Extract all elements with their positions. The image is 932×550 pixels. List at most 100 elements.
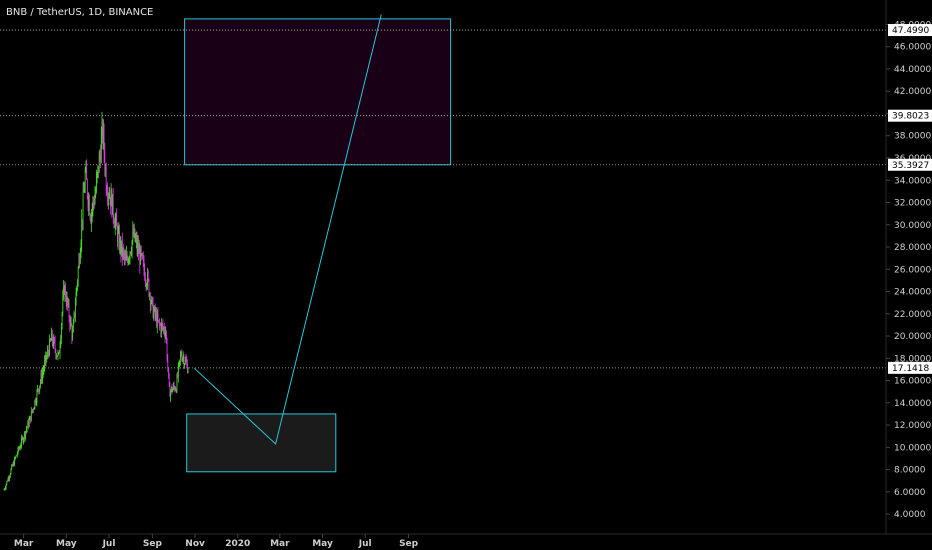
candle-body (119, 231, 120, 251)
candle-body (182, 357, 183, 360)
candle-body (33, 409, 34, 411)
candle-body (173, 385, 174, 390)
candle-body (7, 481, 8, 482)
candle-body (84, 189, 85, 193)
candle-body (3, 489, 5, 491)
candle-body (46, 355, 48, 361)
projection-layer (194, 14, 382, 445)
candle-body (8, 477, 10, 479)
candle-body (78, 257, 80, 268)
candle-body (144, 269, 146, 280)
candle-body (40, 372, 42, 382)
candle-body (102, 122, 104, 139)
candle-body (20, 445, 22, 448)
candle-body (184, 359, 186, 364)
candle-body (44, 355, 46, 361)
candle-body (32, 409, 34, 412)
price-tag-label: 39.8023 (892, 112, 929, 122)
candle-body (14, 457, 15, 466)
candle-body (77, 267, 79, 282)
candle-body (9, 476, 10, 479)
candle-body (90, 217, 92, 223)
candle-body (131, 240, 133, 253)
candle-body (107, 195, 109, 199)
candle-body (25, 431, 27, 437)
candle-body (114, 223, 115, 228)
candle-body (138, 243, 139, 254)
candle-body (34, 399, 36, 408)
candle-body (169, 386, 171, 397)
candle-body (28, 419, 30, 427)
price-tick-label: 42.0000 (894, 87, 931, 97)
candle-body (115, 215, 117, 221)
candle-body (17, 447, 19, 454)
price-tick-label: 10.0000 (894, 443, 931, 453)
candle-body (12, 462, 14, 467)
candle-body (44, 360, 45, 369)
price-tag-label: 17.1418 (892, 364, 929, 374)
candle-body (163, 327, 165, 333)
time-tick-label: Sep (143, 539, 163, 549)
candle-body (66, 297, 68, 305)
candle-body (111, 190, 113, 215)
candle-body (147, 272, 149, 280)
candle-body (72, 332, 73, 338)
candle-body (122, 249, 124, 257)
candle-body (36, 390, 38, 402)
candle-body (173, 385, 175, 388)
candle-body (167, 359, 169, 368)
price-tick-label: 20.0000 (894, 332, 931, 342)
candle-body (184, 363, 185, 366)
time-axis[interactable]: Mar May Jul Sep Nov 2020 Mar May Jul Sep (14, 534, 419, 549)
candle-body (56, 355, 57, 357)
candle-body (59, 345, 61, 354)
candle-body (117, 231, 119, 243)
candle-body (48, 352, 50, 356)
candle-body (91, 208, 93, 213)
candle-body (21, 437, 22, 446)
candle-body (175, 389, 177, 392)
candle-body (136, 238, 138, 251)
candle-body (105, 167, 106, 170)
time-tick-label: Mar (270, 539, 290, 549)
candle-body (37, 388, 39, 391)
candle-body (114, 220, 116, 228)
candle-body (99, 154, 101, 156)
candle-body (110, 190, 112, 207)
candle-body (161, 323, 162, 333)
price-tags: 47.4990 39.8023 35.3927 17.1418 (888, 24, 932, 374)
candle-body (47, 350, 49, 353)
candle-body (61, 324, 62, 339)
price-tag-box (888, 109, 932, 122)
price-tag-box (888, 158, 932, 171)
candle-body (125, 256, 127, 260)
candle-body (152, 297, 153, 300)
candle-body (133, 230, 134, 236)
candle-body (50, 340, 52, 342)
price-tick-label: 28.0000 (894, 243, 931, 253)
candle-body (124, 252, 125, 258)
candle-body (113, 216, 115, 224)
candle-body (79, 253, 81, 264)
candle-body (69, 317, 71, 326)
candle-body (89, 198, 90, 215)
candle-body (160, 324, 162, 333)
candles-layer (3, 111, 189, 491)
candle-body (159, 324, 161, 325)
candle-body (112, 194, 113, 215)
candle-body (126, 255, 128, 260)
candle-body (61, 313, 63, 325)
candle-body (181, 354, 183, 360)
candle-body (55, 349, 57, 357)
candle-body (108, 195, 110, 199)
candle-body (16, 453, 18, 456)
candle-body (57, 352, 59, 357)
time-tick-label: Sep (399, 539, 419, 549)
candle-body (127, 259, 129, 264)
price-tick-label: 22.0000 (894, 310, 931, 320)
candle-body (93, 199, 94, 202)
candle-body (142, 258, 144, 261)
candle-body (159, 320, 160, 325)
candle-body (65, 298, 67, 305)
